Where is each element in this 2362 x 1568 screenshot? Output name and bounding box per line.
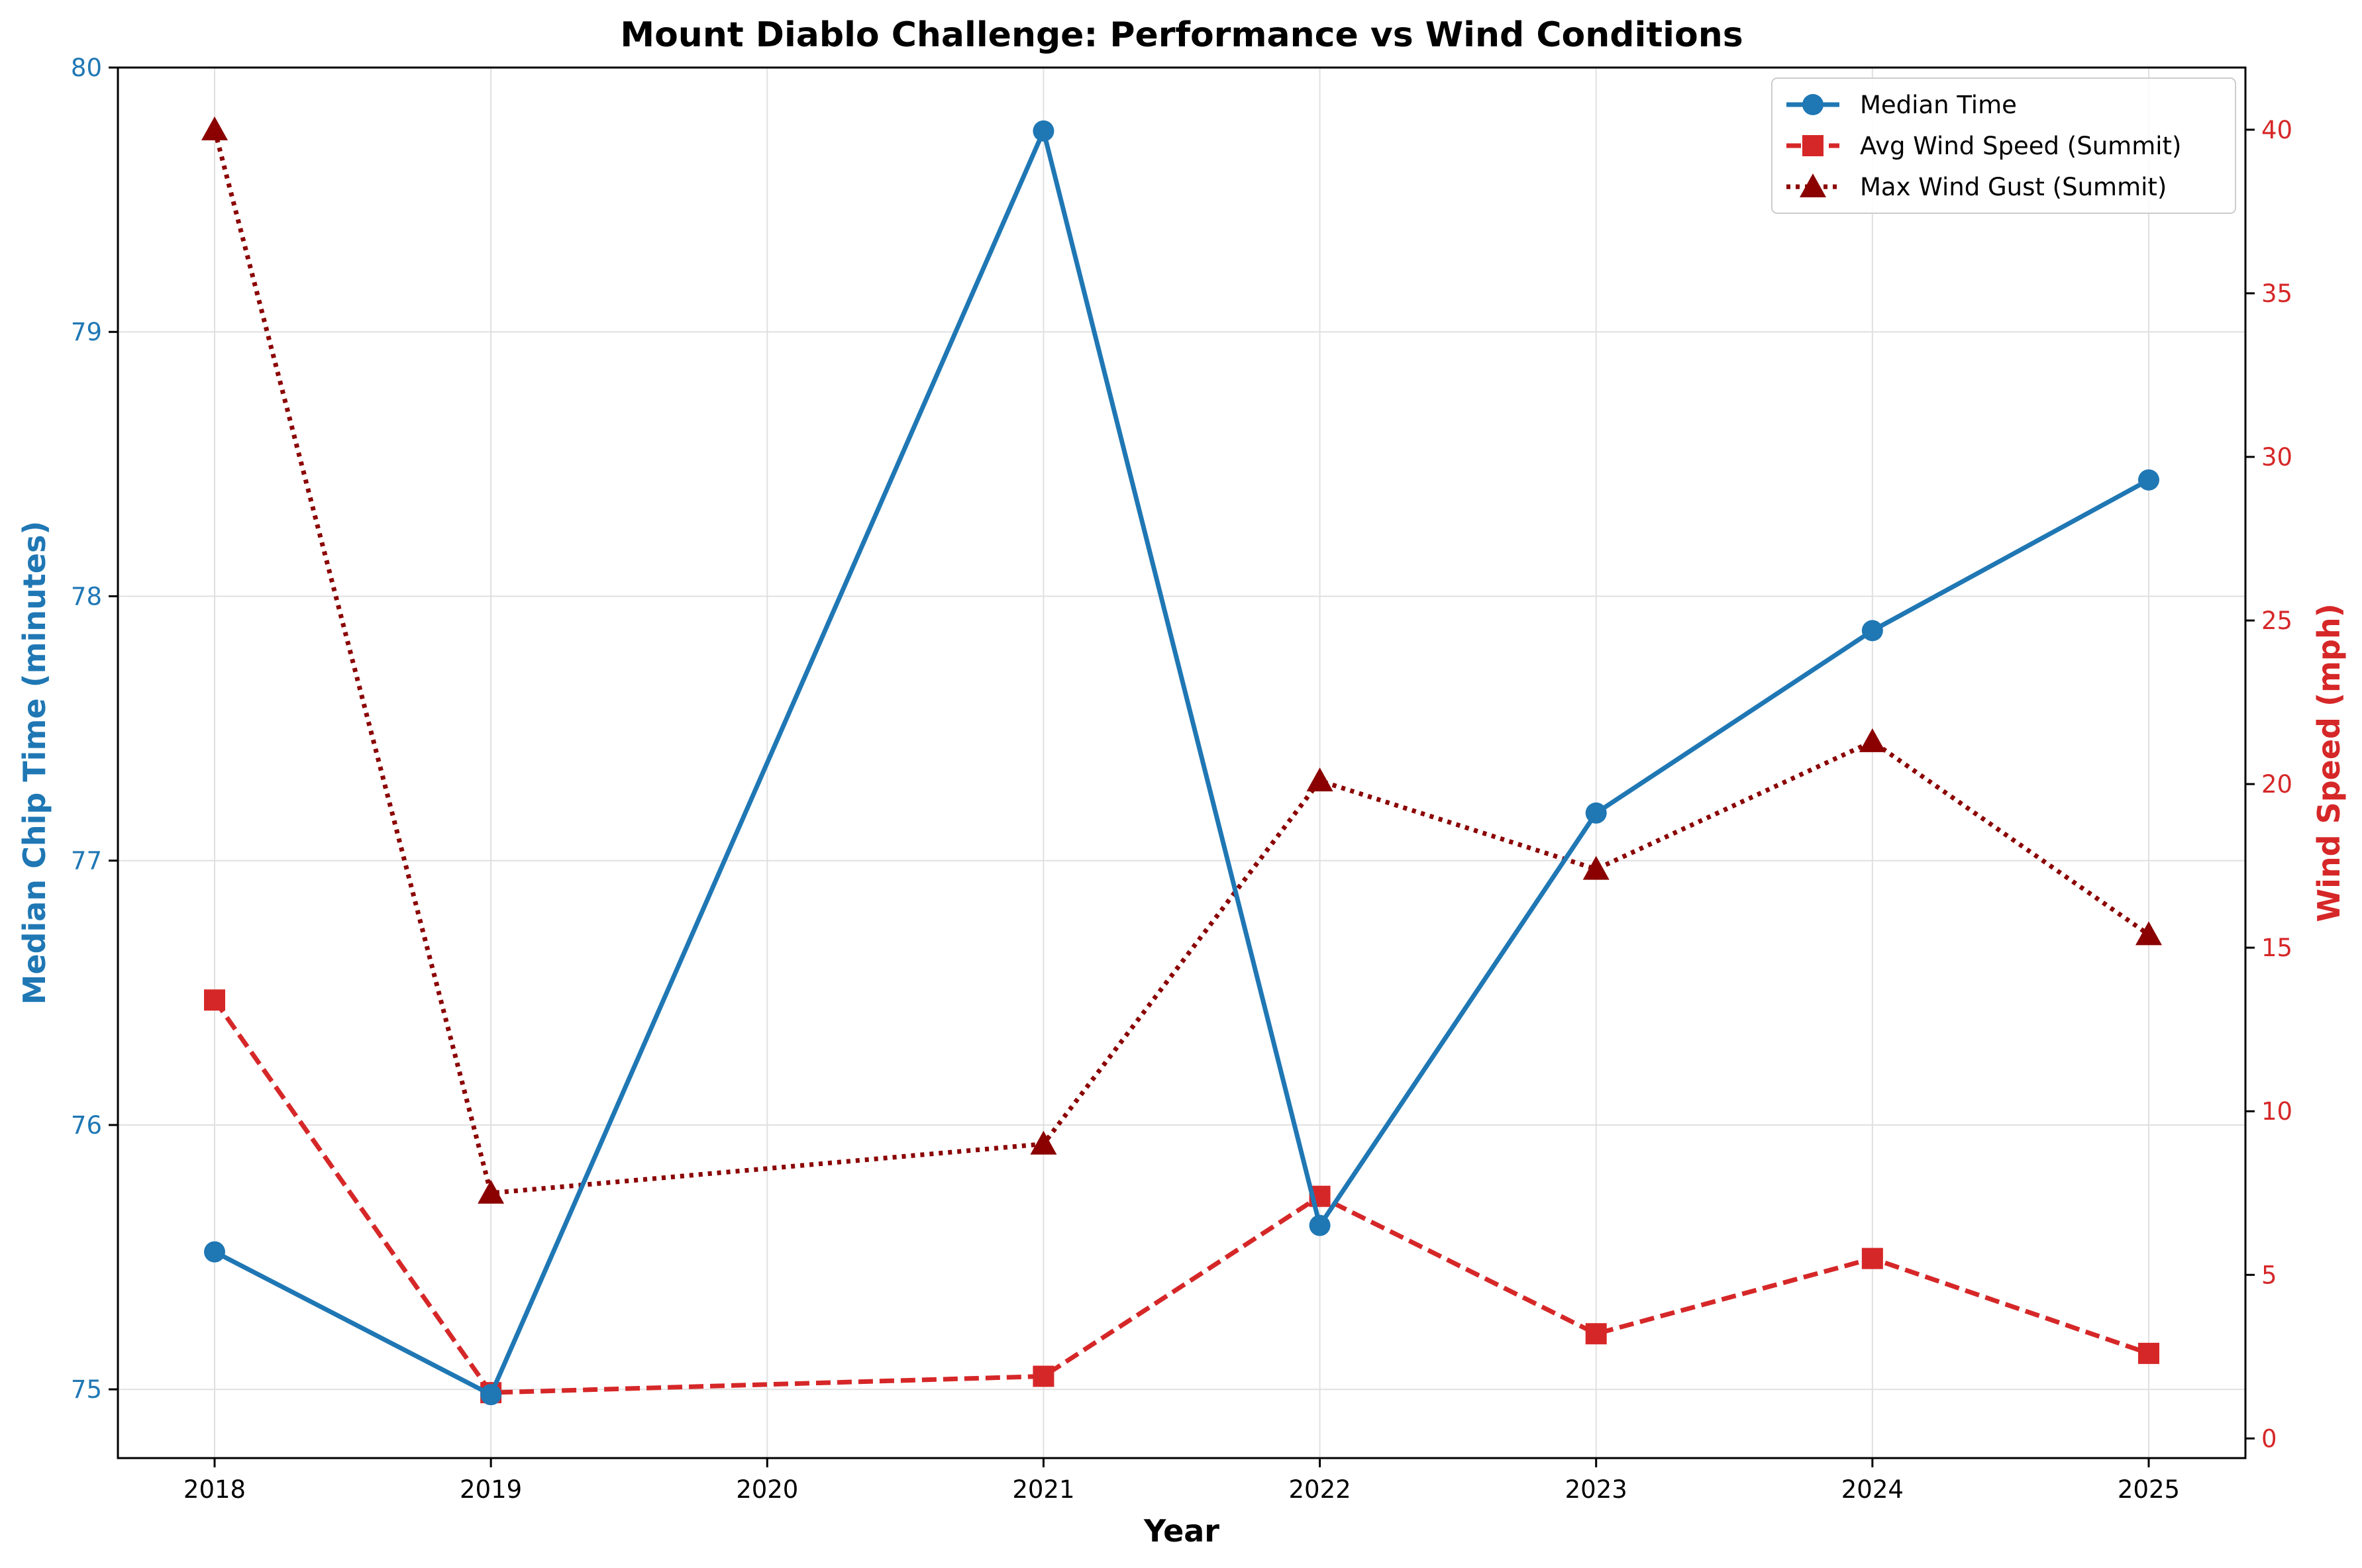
plot-frame — [117, 66, 2247, 1459]
y-right-tick-label-40: 40 — [2261, 116, 2292, 144]
legend-label-avg-wind-speed-summit: Avg Wind Speed (Summit) — [1860, 132, 2181, 160]
legend-marker-max-wind-gust-summit — [1800, 173, 1826, 197]
y-right-tick-label-10: 10 — [2261, 1097, 2292, 1126]
y-right-tick-label-15: 15 — [2261, 934, 2292, 962]
y-left-tick-label-77: 77 — [71, 847, 102, 875]
legend-label-max-wind-gust-summit: Max Wind Gust (Summit) — [1860, 173, 2167, 201]
y-right-tick-label-20: 20 — [2261, 770, 2292, 799]
x-tick-label-2023: 2023 — [1565, 1475, 1627, 1504]
legend: Median Time Avg Wind Speed (Summit) Max Wi… — [1771, 77, 2236, 214]
series-max-wind-gust-summit — [201, 116, 2162, 1204]
legend-box — [1771, 77, 2236, 214]
y-axis-right-label: Wind Speed (mph) — [2311, 603, 2347, 922]
data-point-median-time-2021 — [1033, 120, 1054, 142]
y-right-tick-label-0: 0 — [2261, 1424, 2277, 1453]
data-point-max-wind-gust-summit-2019 — [478, 1179, 505, 1204]
data-point-avg-wind-speed-summit-2024 — [1861, 1248, 1883, 1269]
y-left-tick-label-78: 78 — [71, 582, 102, 611]
x-tick-label-2022: 2022 — [1288, 1475, 1351, 1504]
data-point-avg-wind-speed-summit-2018 — [204, 989, 225, 1011]
data-point-max-wind-gust-summit-2023 — [1582, 856, 1610, 880]
data-point-max-wind-gust-summit-2022 — [1306, 767, 1333, 792]
data-point-median-time-2025 — [2138, 469, 2159, 491]
data-point-max-wind-gust-summit-2024 — [1859, 728, 1886, 752]
data-point-max-wind-gust-summit-2021 — [1030, 1130, 1057, 1155]
x-tick-label-2021: 2021 — [1012, 1475, 1074, 1504]
legend-marker-avg-wind-speed-summit — [1802, 135, 1823, 156]
y-right-tick-label-5: 5 — [2261, 1261, 2277, 1289]
x-tick-label-2024: 2024 — [1841, 1475, 1904, 1504]
legend-label-median-time: Median Time — [1860, 91, 2017, 119]
axes: 2018 2019 2020 2021 2022 2023 2024 202575767778… — [71, 54, 2292, 1504]
data-point-median-time-2018 — [204, 1241, 225, 1263]
y-left-tick-label-76: 76 — [71, 1111, 102, 1140]
x-axis-label: Year — [1143, 1513, 1219, 1549]
data-point-avg-wind-speed-summit-2025 — [2138, 1342, 2159, 1364]
data-point-avg-wind-speed-summit-2023 — [1585, 1323, 1607, 1345]
x-tick-label-2018: 2018 — [183, 1475, 246, 1504]
chart-title: Mount Diablo Challenge: Performance vs W… — [620, 15, 1743, 55]
x-tick-label-2025: 2025 — [2118, 1475, 2180, 1504]
data-point-median-time-2024 — [1861, 620, 1883, 642]
legend-marker-median-time — [1802, 94, 1823, 115]
series-median-time — [204, 120, 2159, 1406]
x-tick-label-2019: 2019 — [460, 1475, 522, 1504]
y-left-tick-label-75: 75 — [71, 1375, 102, 1404]
y-left-tick-label-80: 80 — [71, 54, 102, 82]
data-point-median-time-2023 — [1585, 802, 1607, 824]
data-point-max-wind-gust-summit-2025 — [2135, 921, 2162, 946]
y-axis-left-label: Median Chip Time (minutes) — [17, 521, 52, 1005]
data-point-median-time-2022 — [1309, 1214, 1331, 1236]
x-tick-label-2020: 2020 — [736, 1475, 798, 1504]
data-point-avg-wind-speed-summit-2021 — [1033, 1365, 1054, 1387]
data-point-median-time-2019 — [480, 1384, 502, 1406]
y-right-tick-label-35: 35 — [2261, 279, 2292, 308]
y-right-tick-label-25: 25 — [2261, 607, 2292, 635]
data-point-max-wind-gust-summit-2018 — [201, 116, 228, 140]
series-layer — [201, 116, 2162, 1406]
y-left-tick-label-79: 79 — [71, 318, 102, 346]
y-right-tick-label-30: 30 — [2261, 443, 2292, 471]
